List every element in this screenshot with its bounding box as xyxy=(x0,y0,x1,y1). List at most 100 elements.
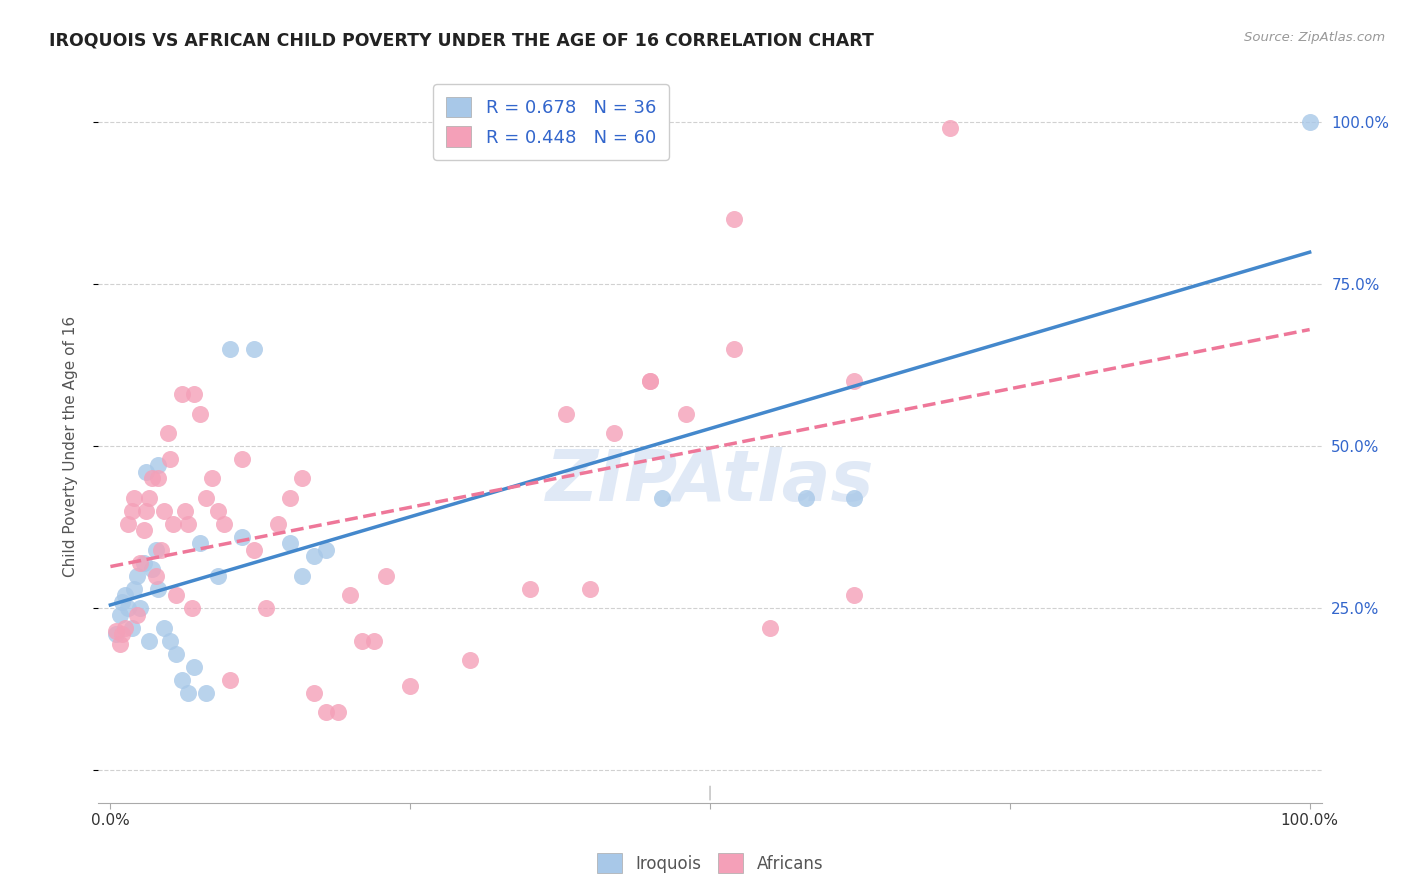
Point xyxy=(114,621,136,635)
Point xyxy=(219,342,242,356)
Point xyxy=(124,582,146,596)
Point xyxy=(188,536,212,550)
Point xyxy=(183,387,205,401)
Point xyxy=(291,471,314,485)
Point xyxy=(458,653,481,667)
Point xyxy=(129,556,152,570)
Point xyxy=(117,516,139,531)
Point xyxy=(231,530,253,544)
Point xyxy=(328,705,350,719)
Point xyxy=(129,601,152,615)
Point xyxy=(156,425,179,440)
Point xyxy=(138,633,160,648)
Point xyxy=(304,549,326,564)
Point xyxy=(177,516,200,531)
Point xyxy=(132,556,155,570)
Legend: Iroquois, Africans: Iroquois, Africans xyxy=(591,847,830,880)
Point xyxy=(172,387,194,401)
Point xyxy=(159,452,181,467)
Point xyxy=(315,542,337,557)
Point xyxy=(165,588,187,602)
Point xyxy=(603,425,626,440)
Point xyxy=(159,633,181,648)
Point xyxy=(555,407,578,421)
Point xyxy=(145,568,167,582)
Point xyxy=(291,568,314,582)
Point xyxy=(352,633,374,648)
Point xyxy=(1298,114,1320,128)
Point xyxy=(125,568,148,582)
Point xyxy=(153,504,176,518)
Text: Source: ZipAtlas.com: Source: ZipAtlas.com xyxy=(1244,31,1385,45)
Point xyxy=(132,524,155,538)
Point xyxy=(207,504,229,518)
Point xyxy=(138,491,160,505)
Point xyxy=(243,542,266,557)
Point xyxy=(162,516,184,531)
Point xyxy=(195,491,218,505)
Point xyxy=(214,516,236,531)
Point xyxy=(794,491,817,505)
Point xyxy=(278,536,301,550)
Point xyxy=(141,471,163,485)
Point xyxy=(638,374,661,388)
Point xyxy=(177,685,200,699)
Point xyxy=(148,458,170,473)
Point xyxy=(105,627,128,641)
Point xyxy=(165,647,187,661)
Point xyxy=(124,491,146,505)
Point xyxy=(111,627,134,641)
Point xyxy=(267,516,290,531)
Point xyxy=(135,504,157,518)
Point xyxy=(579,582,602,596)
Point xyxy=(181,601,204,615)
Point xyxy=(842,491,865,505)
Point xyxy=(153,621,176,635)
Point xyxy=(148,582,170,596)
Point xyxy=(399,679,422,693)
Point xyxy=(675,407,697,421)
Point xyxy=(149,542,172,557)
Point xyxy=(315,705,337,719)
Point xyxy=(148,471,170,485)
Point xyxy=(254,601,277,615)
Point xyxy=(278,491,301,505)
Point xyxy=(304,685,326,699)
Point xyxy=(195,685,218,699)
Point xyxy=(201,471,224,485)
Point xyxy=(108,637,131,651)
Point xyxy=(363,633,385,648)
Point xyxy=(135,465,157,479)
Point xyxy=(105,624,128,638)
Y-axis label: Child Poverty Under the Age of 16: Child Poverty Under the Age of 16 xyxy=(63,316,77,576)
Point xyxy=(375,568,398,582)
Point xyxy=(231,452,253,467)
Point xyxy=(108,607,131,622)
Point xyxy=(939,121,962,136)
Point xyxy=(145,542,167,557)
Point xyxy=(141,562,163,576)
Text: ZIPAtlas: ZIPAtlas xyxy=(546,447,875,516)
Point xyxy=(111,595,134,609)
Point xyxy=(842,588,865,602)
Point xyxy=(183,659,205,673)
Point xyxy=(519,582,541,596)
Point xyxy=(188,407,212,421)
Point xyxy=(219,673,242,687)
Point xyxy=(207,568,229,582)
Point xyxy=(723,342,745,356)
Point xyxy=(339,588,361,602)
Point xyxy=(173,504,195,518)
Point xyxy=(172,673,194,687)
Point xyxy=(114,588,136,602)
Point xyxy=(125,607,148,622)
Point xyxy=(121,504,143,518)
Point xyxy=(638,374,661,388)
Point xyxy=(842,374,865,388)
Text: IROQUOIS VS AFRICAN CHILD POVERTY UNDER THE AGE OF 16 CORRELATION CHART: IROQUOIS VS AFRICAN CHILD POVERTY UNDER … xyxy=(49,31,875,49)
Point xyxy=(759,621,782,635)
Point xyxy=(243,342,266,356)
Point xyxy=(723,211,745,226)
Point xyxy=(117,601,139,615)
Point xyxy=(121,621,143,635)
